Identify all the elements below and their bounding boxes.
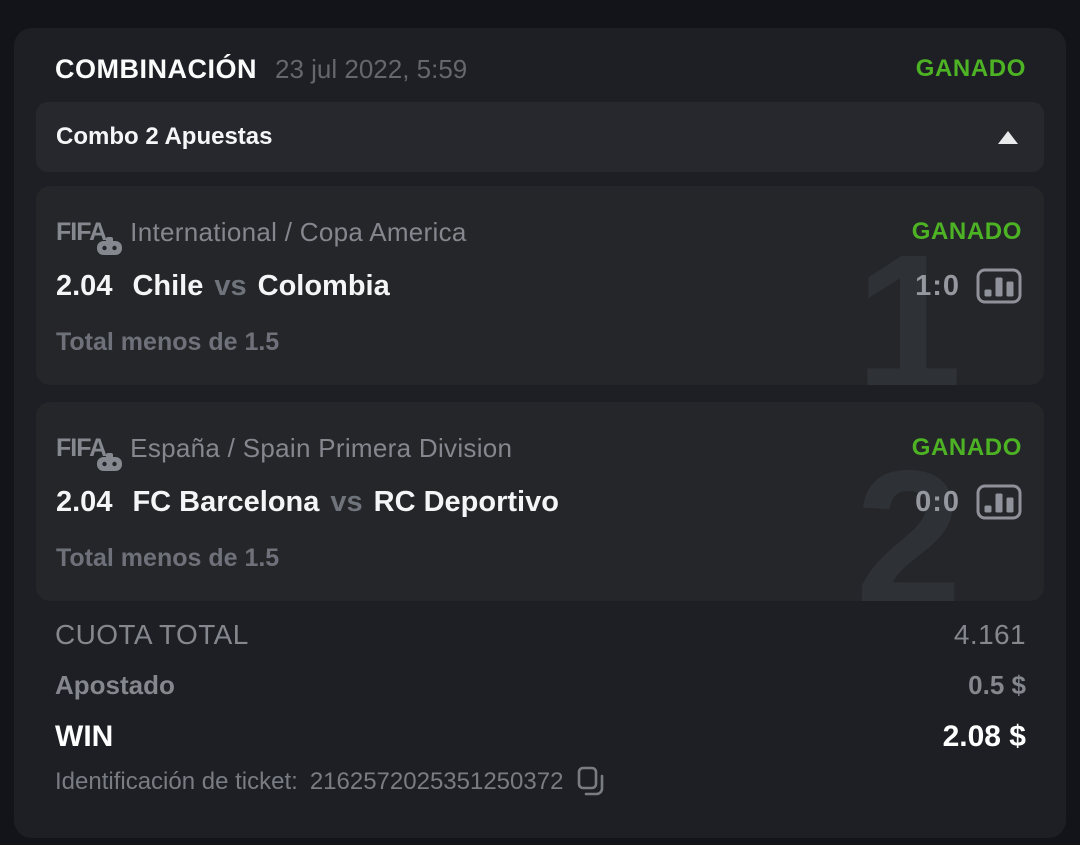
copy-ticket-id-button[interactable] (577, 766, 604, 797)
bet-card-2: 2 FIFA España / Spain Primera Division G… (36, 402, 1044, 601)
home-team: FC Barcelona (132, 485, 320, 518)
gamepad-icon (96, 236, 123, 256)
bet-2-top-row: FIFA España / Spain Primera Division GAN… (56, 430, 1022, 471)
bet-1-match: 2.04 Chile vs Colombia (56, 270, 390, 303)
vs-separator: vs (214, 269, 247, 302)
match-stats-button[interactable] (976, 484, 1022, 520)
away-team: Colombia (257, 269, 390, 302)
bet-ticket-card: COMBINACIÓN 23 jul 2022, 5:59 GANADO Com… (14, 28, 1066, 838)
bet-index-watermark: 1 (855, 214, 962, 386)
fifa-logo-text: FIFA (56, 217, 107, 246)
bet-1-league: FIFA International / Copa America (56, 216, 467, 255)
match-score: 0:0 (915, 485, 960, 518)
bet-2-league: FIFA España / Spain Primera Division (56, 432, 513, 471)
bet-card-1: 1 FIFA International / Copa America GANA… (36, 186, 1044, 385)
total-odds-row: CUOTA TOTAL 4.161 (55, 609, 1026, 660)
match-score: 1:0 (915, 269, 960, 302)
combo-collapse-bar[interactable]: Combo 2 Apuestas (36, 102, 1044, 172)
ticket-header-left: COMBINACIÓN 23 jul 2022, 5:59 (55, 54, 467, 85)
ticket-id-row: Identificación de ticket: 21625720253512… (55, 766, 1026, 797)
bar-chart-icon (976, 484, 1022, 520)
bet-1-match-row: 2.04 Chile vs Colombia 1:0 (56, 266, 1022, 306)
win-value: 2.08 $ (942, 719, 1026, 753)
bet-market-selection: Total menos de 1.5 (56, 328, 280, 356)
stake-label: Apostado (55, 670, 175, 700)
ticket-date: 23 jul 2022, 5:59 (275, 53, 468, 84)
bet-2-result: 0:0 (915, 484, 1022, 520)
combo-label: Combo 2 Apuestas (56, 123, 273, 150)
chevron-up-icon (998, 130, 1018, 144)
win-row: WIN 2.08 $ (55, 711, 1026, 762)
ticket-status-badge: GANADO (915, 55, 1026, 82)
away-team: RC Deportivo (373, 485, 559, 518)
ticket-header: COMBINACIÓN 23 jul 2022, 5:59 GANADO (36, 52, 1044, 86)
total-odds-value: 4.161 (953, 618, 1026, 650)
bet-2-status-badge: GANADO (911, 434, 1022, 461)
gamepad-icon (96, 452, 123, 472)
league-name: International / Copa America (130, 216, 467, 247)
match-stats-button[interactable] (976, 268, 1022, 304)
copy-icon (578, 766, 604, 796)
bet-odds: 2.04 (56, 485, 113, 518)
bar-chart-icon (976, 268, 1022, 304)
bet-2-match-row: 2.04 FC Barcelona vs RC Deportivo 0:0 (56, 482, 1022, 522)
bet-1-status-badge: GANADO (911, 218, 1022, 245)
league-name: España / Spain Primera Division (130, 432, 513, 463)
bet-odds: 2.04 (56, 269, 113, 302)
bet-index-watermark: 2 (855, 430, 962, 602)
home-team: Chile (132, 269, 204, 302)
ticket-id-label: Identificación de ticket: (55, 767, 298, 795)
vs-separator: vs (330, 485, 363, 518)
bet-1-result: 1:0 (915, 268, 1022, 304)
ticket-summary: CUOTA TOTAL 4.161 Apostado 0.5 $ WIN 2.0… (36, 609, 1044, 797)
fifa-esports-icon: FIFA (56, 217, 123, 255)
total-odds-label: CUOTA TOTAL (55, 618, 249, 650)
fifa-logo-text: FIFA (56, 433, 107, 462)
bet-market-selection: Total menos de 1.5 (56, 544, 280, 572)
fifa-esports-icon: FIFA (56, 433, 123, 471)
ticket-type-title: COMBINACIÓN (55, 53, 257, 84)
bet-1-top-row: FIFA International / Copa America GANADO (56, 214, 1022, 255)
ticket-id-value: 2162572025351250372 (309, 767, 564, 795)
bet-2-match: 2.04 FC Barcelona vs RC Deportivo (56, 486, 559, 519)
win-label: WIN (55, 719, 114, 753)
stake-row: Apostado 0.5 $ (55, 660, 1026, 711)
stake-value: 0.5 $ (968, 670, 1026, 700)
